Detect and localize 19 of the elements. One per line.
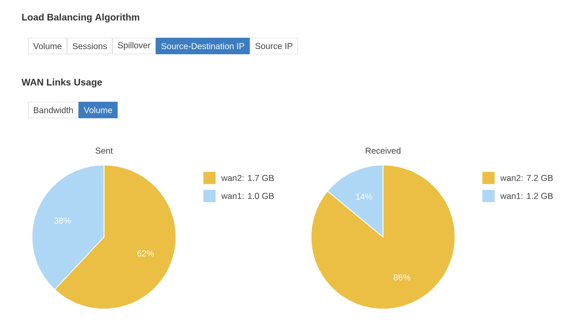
data-label: 86% bbox=[394, 274, 410, 280]
text: Sessions bbox=[72, 42, 107, 50]
data-label: 14% bbox=[356, 194, 372, 200]
text: Load Balancing Algorithm bbox=[22, 14, 140, 22]
source-note: Source-Destination IP bbox=[161, 42, 244, 50]
text: Volume bbox=[84, 106, 112, 114]
legend-label: wan1: 1.2 GB bbox=[500, 192, 553, 200]
text: Volume bbox=[33, 42, 62, 50]
data-label: 38% bbox=[54, 218, 71, 224]
legend-label: wan2: 7.2 GB bbox=[500, 174, 553, 182]
data-label: 62% bbox=[137, 250, 154, 256]
text: Spillover bbox=[118, 42, 150, 50]
text: Bandwidth bbox=[34, 106, 73, 114]
legend-label: wan1: 1.0 GB bbox=[221, 192, 274, 200]
chart-title: Sent bbox=[96, 148, 113, 154]
text: WAN Links Usage bbox=[22, 78, 102, 88]
chart-title: Received bbox=[366, 147, 400, 154]
legend-label: wan2: 1.7 GB bbox=[221, 174, 274, 182]
source-note: Source IP bbox=[255, 42, 292, 50]
